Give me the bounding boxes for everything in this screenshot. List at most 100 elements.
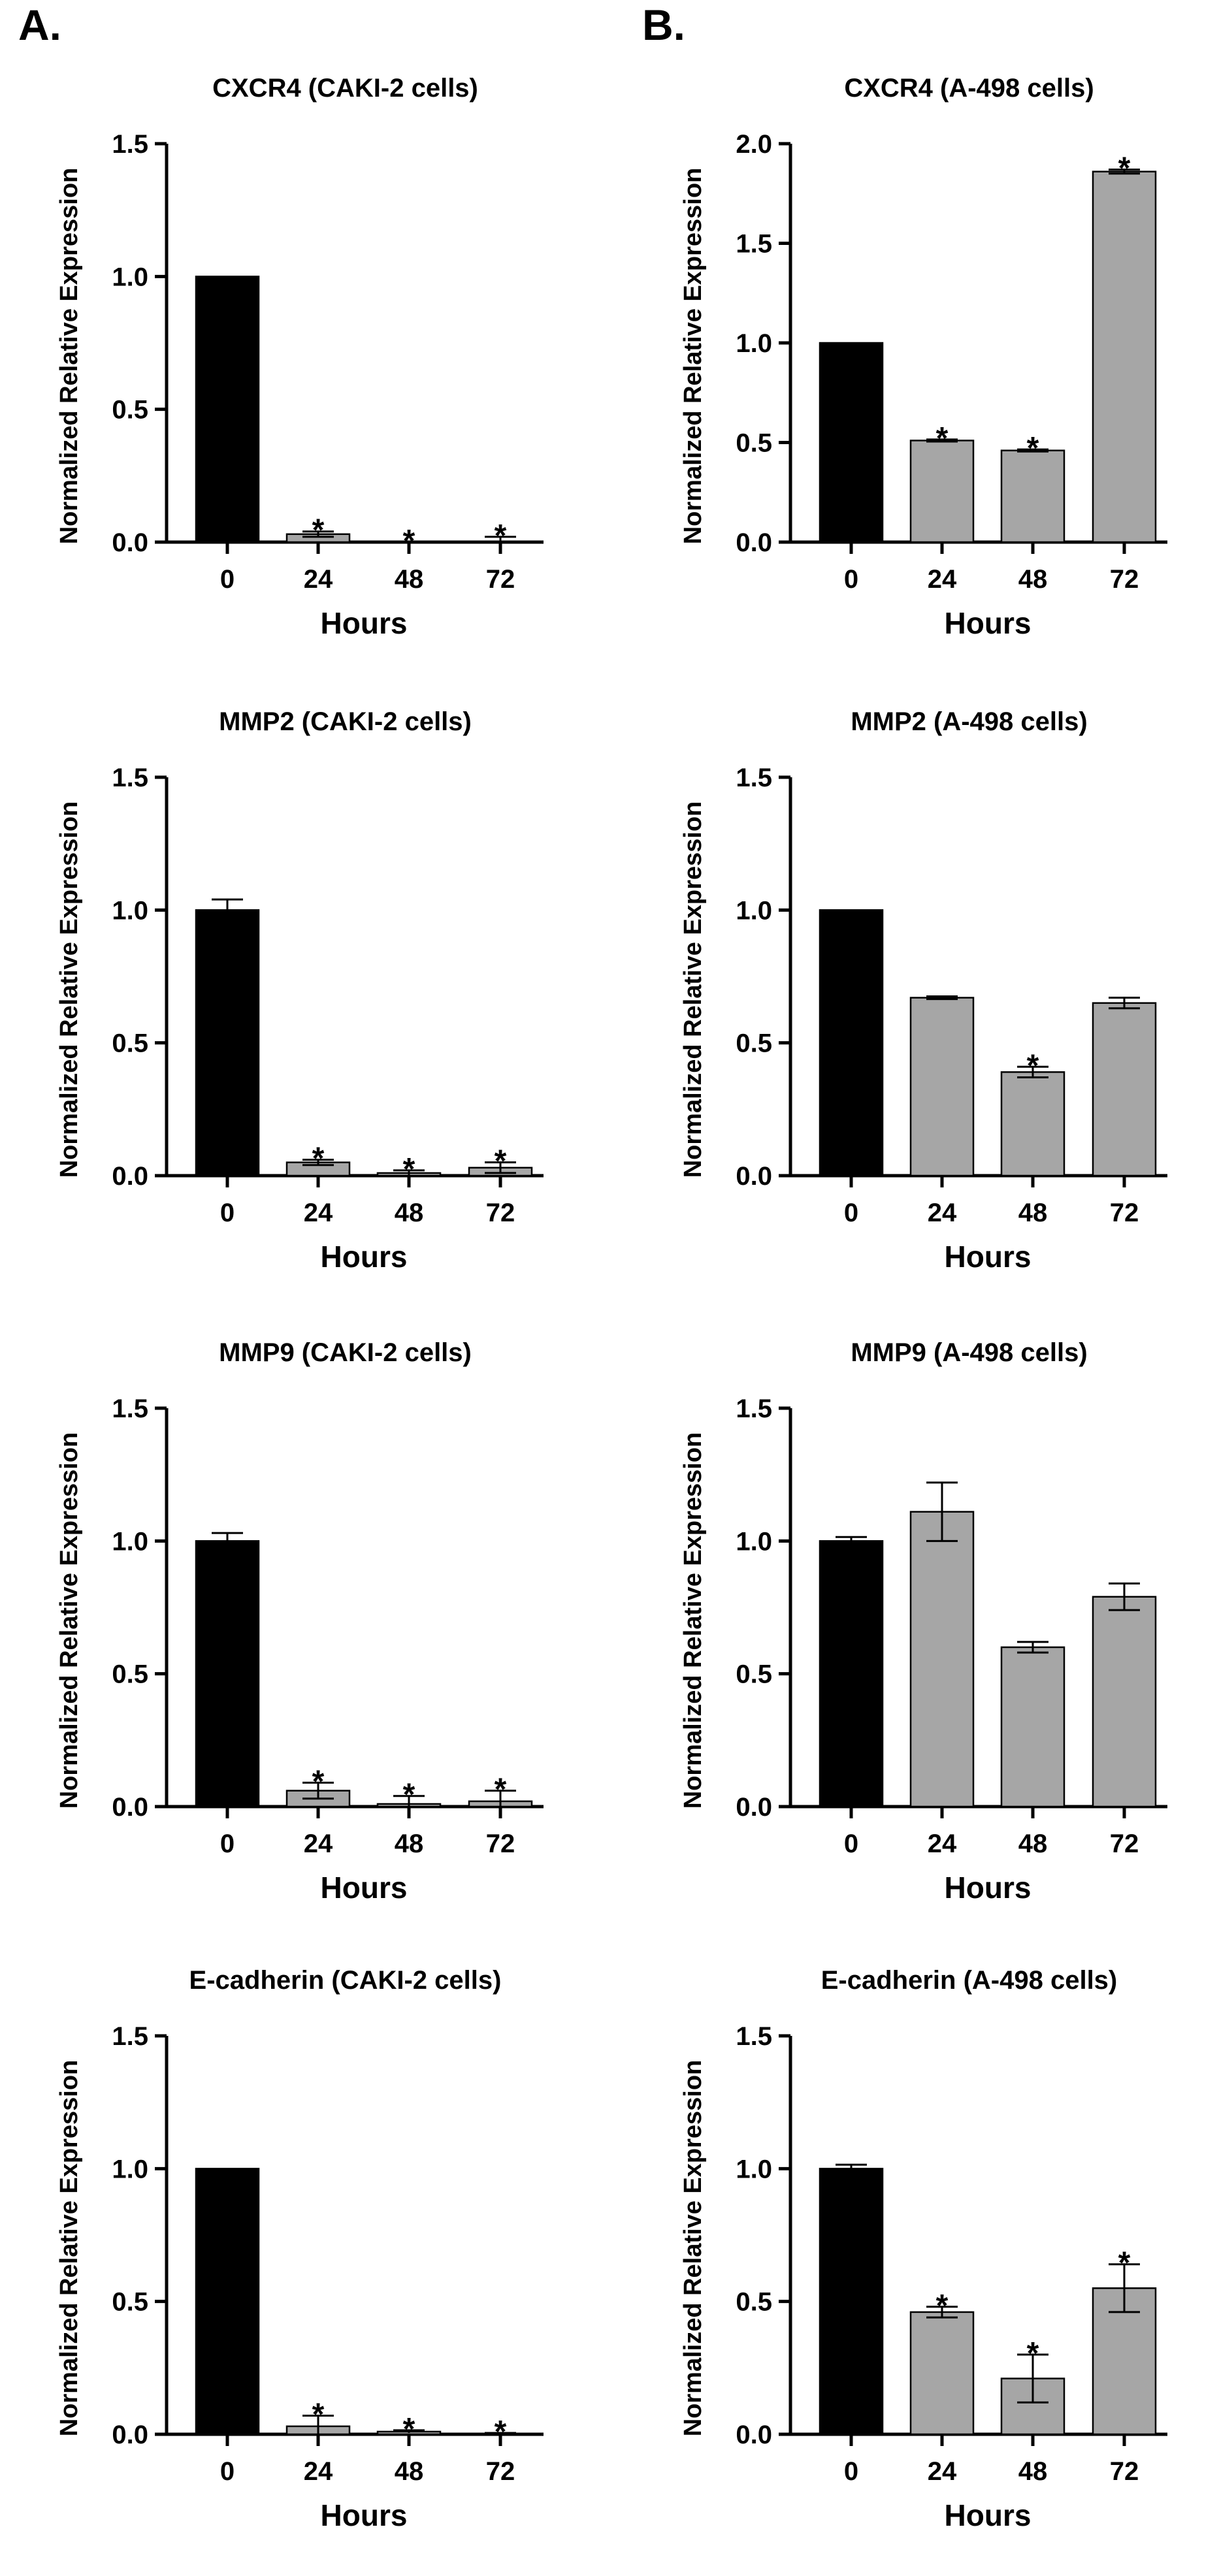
bar-0 bbox=[195, 1540, 260, 1808]
significance-star: * bbox=[495, 1144, 507, 1179]
error-bar bbox=[836, 2163, 867, 2174]
y-tick-label: 0.0 bbox=[112, 1793, 148, 1822]
y-tick-label: 1.0 bbox=[736, 1527, 772, 1556]
panel-label-a: A. bbox=[18, 1, 61, 49]
significance-star: * bbox=[1027, 431, 1039, 466]
significance-star: * bbox=[1027, 2336, 1039, 2371]
y-tick-label: 0.0 bbox=[112, 1162, 148, 1191]
y-tick-label: 1.0 bbox=[112, 263, 148, 291]
y-tick-label: 1.5 bbox=[736, 2022, 772, 2051]
y-tick-label: 1.5 bbox=[112, 1394, 148, 1423]
x-tick-label: 0 bbox=[220, 1199, 235, 1227]
x-tick-label: 24 bbox=[304, 565, 333, 594]
significance-star: * bbox=[1118, 2246, 1131, 2281]
error-bar bbox=[1017, 448, 1048, 453]
y-tick-label: 2.0 bbox=[736, 130, 772, 159]
significance-star: * bbox=[403, 524, 415, 558]
error-bar bbox=[1109, 1582, 1140, 1611]
error-bar bbox=[302, 2415, 334, 2434]
significance-star: * bbox=[936, 2289, 949, 2323]
x-tick-label: 0 bbox=[220, 565, 235, 594]
bar-24 bbox=[909, 997, 975, 1177]
x-tick-label: 72 bbox=[486, 1199, 515, 1227]
bar-chart-b2: MMP2 (A-498 cells) Normalized Relative Ex… bbox=[679, 707, 1167, 1274]
significance-star: * bbox=[403, 2412, 415, 2447]
chart-title: CXCR4 (A-498 cells) bbox=[844, 74, 1094, 103]
y-tick-label: 1.0 bbox=[736, 329, 772, 358]
y-axis-title: Normalized Relative Expression bbox=[56, 1432, 83, 1809]
chart-title: E-cadherin (A-498 cells) bbox=[821, 1966, 1118, 1995]
x-tick-label: 48 bbox=[395, 1829, 424, 1858]
chart-title: E-cadherin (CAKI-2 cells) bbox=[189, 1966, 502, 1995]
error-bar bbox=[485, 1790, 516, 1807]
y-axis-title: Normalized Relative Expression bbox=[56, 2060, 83, 2437]
y-tick-label: 0.5 bbox=[112, 1029, 148, 1058]
x-tick-label: 72 bbox=[486, 565, 515, 594]
significance-star: * bbox=[1118, 152, 1131, 186]
error-bar bbox=[212, 1532, 243, 1551]
y-axis-title: Normalized Relative Expression bbox=[679, 2060, 707, 2437]
chart-title: MMP2 (A-498 cells) bbox=[851, 707, 1087, 736]
bar-48 bbox=[1000, 1071, 1065, 1177]
x-tick-label: 24 bbox=[304, 2457, 333, 2486]
error-bar bbox=[926, 995, 958, 1001]
error-bar bbox=[1109, 997, 1140, 1010]
y-tick-label: 0.0 bbox=[736, 528, 772, 557]
y-axis-title: Normalized Relative Expression bbox=[679, 1432, 707, 1809]
x-tick-label: 48 bbox=[395, 565, 424, 594]
significance-star: * bbox=[312, 1142, 325, 1176]
y-tick-label: 0.0 bbox=[736, 1793, 772, 1822]
x-tick-label: 48 bbox=[1018, 1199, 1048, 1227]
x-axis-title: Hours bbox=[321, 1240, 408, 1274]
x-tick-label: 72 bbox=[1110, 1199, 1139, 1227]
x-axis-title: Hours bbox=[945, 2498, 1032, 2532]
y-tick-label: 0.5 bbox=[112, 396, 148, 425]
x-axis-title: Hours bbox=[945, 1240, 1032, 1274]
y-tick-label: 0.5 bbox=[736, 1029, 772, 1058]
bar-0 bbox=[819, 909, 884, 1177]
bar-0 bbox=[819, 1540, 884, 1808]
bar-24 bbox=[909, 440, 975, 543]
x-tick-label: 24 bbox=[928, 565, 957, 594]
y-tick-label: 1.5 bbox=[112, 130, 148, 159]
y-tick-label: 1.5 bbox=[112, 2022, 148, 2051]
x-tick-label: 24 bbox=[928, 1829, 957, 1858]
x-tick-label: 72 bbox=[486, 1829, 515, 1858]
chart-title: MMP2 (CAKI-2 cells) bbox=[219, 707, 472, 736]
error-bar bbox=[926, 2306, 958, 2319]
error-bar bbox=[1017, 1641, 1048, 1654]
y-tick-label: 1.5 bbox=[112, 764, 148, 792]
bar-72 bbox=[1092, 1002, 1157, 1177]
y-axis-title: Normalized Relative Expression bbox=[679, 801, 707, 1178]
bar-0 bbox=[195, 909, 260, 1177]
bar-chart-b1: CXCR4 (A-498 cells) Normalized Relative E… bbox=[679, 74, 1167, 640]
x-tick-label: 48 bbox=[1018, 2457, 1048, 2486]
error-bar bbox=[485, 2432, 516, 2434]
chart-title: MMP9 (CAKI-2 cells) bbox=[219, 1338, 472, 1367]
x-tick-label: 48 bbox=[395, 2457, 424, 2486]
bar-0 bbox=[819, 2168, 884, 2436]
error-bar bbox=[926, 438, 958, 443]
y-tick-label: 0.0 bbox=[112, 528, 148, 557]
x-tick-label: 48 bbox=[395, 1199, 424, 1227]
error-bar bbox=[302, 1781, 334, 1800]
significance-star: * bbox=[403, 1152, 415, 1187]
bar-chart-b3: MMP9 (A-498 cells) Normalized Relative Ex… bbox=[679, 1338, 1167, 1905]
y-tick-label: 0.0 bbox=[736, 2421, 772, 2449]
bar-48 bbox=[1000, 1646, 1065, 1808]
x-tick-label: 0 bbox=[844, 565, 858, 594]
y-tick-label: 0.5 bbox=[736, 2288, 772, 2317]
y-tick-label: 0.5 bbox=[112, 1660, 148, 1689]
significance-star: * bbox=[312, 2398, 325, 2432]
x-axis-title: Hours bbox=[321, 1871, 408, 1905]
bar-0 bbox=[195, 276, 260, 543]
bar-0 bbox=[819, 342, 884, 543]
x-axis-title: Hours bbox=[321, 606, 408, 640]
y-tick-label: 0.5 bbox=[112, 2288, 148, 2317]
x-tick-label: 0 bbox=[844, 1829, 858, 1858]
significance-star: * bbox=[495, 1773, 507, 1807]
x-tick-label: 0 bbox=[844, 2457, 858, 2486]
significance-star: * bbox=[495, 2415, 507, 2449]
error-bar bbox=[836, 1536, 867, 1546]
x-axis-title: Hours bbox=[945, 606, 1032, 640]
